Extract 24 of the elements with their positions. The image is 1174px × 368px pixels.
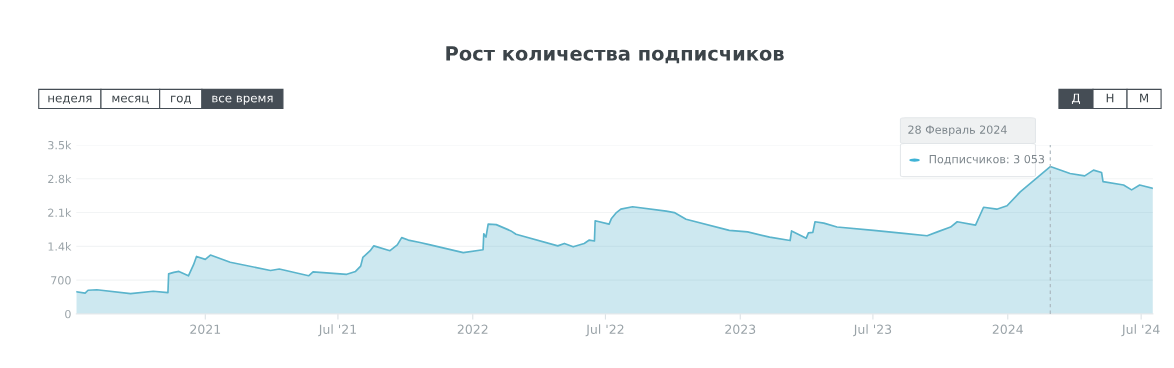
- text: месяц: [112, 95, 149, 104]
- text: Д: [1071, 93, 1080, 105]
- chart-title: Рост количества подписчиков: [446, 46, 784, 64]
- text: 28 Февраль 2024: [908, 125, 1007, 137]
- y-tick-label: 0: [65, 309, 71, 319]
- x-tick-label: Jul '24: [1121, 324, 1160, 337]
- x-tick-label: 2022: [457, 324, 488, 334]
- y-tick-label: 1.4k: [48, 242, 72, 251]
- y-tick-label: 700: [51, 276, 71, 285]
- x-tick-label: 2023: [725, 324, 756, 334]
- annotation: Подписчиков: 3 053: [929, 154, 1045, 165]
- x-tick-label: Jul '22: [585, 324, 624, 337]
- x-tick-label: Jul '23: [853, 324, 892, 337]
- y-tick-label: 3.5k: [48, 140, 72, 150]
- y-tick-label: 2.1k: [48, 208, 72, 217]
- x-tick-label: Jul '21: [318, 324, 356, 337]
- x-tick-label: 2024: [992, 324, 1023, 334]
- text: все время: [212, 95, 273, 105]
- text: год: [171, 95, 191, 104]
- text: М: [1140, 93, 1148, 103]
- text: неделя: [48, 95, 92, 104]
- y-tick-label: 2.8k: [48, 174, 72, 184]
- text: Н: [1106, 93, 1114, 103]
- x-tick-label: 2021: [190, 324, 221, 334]
